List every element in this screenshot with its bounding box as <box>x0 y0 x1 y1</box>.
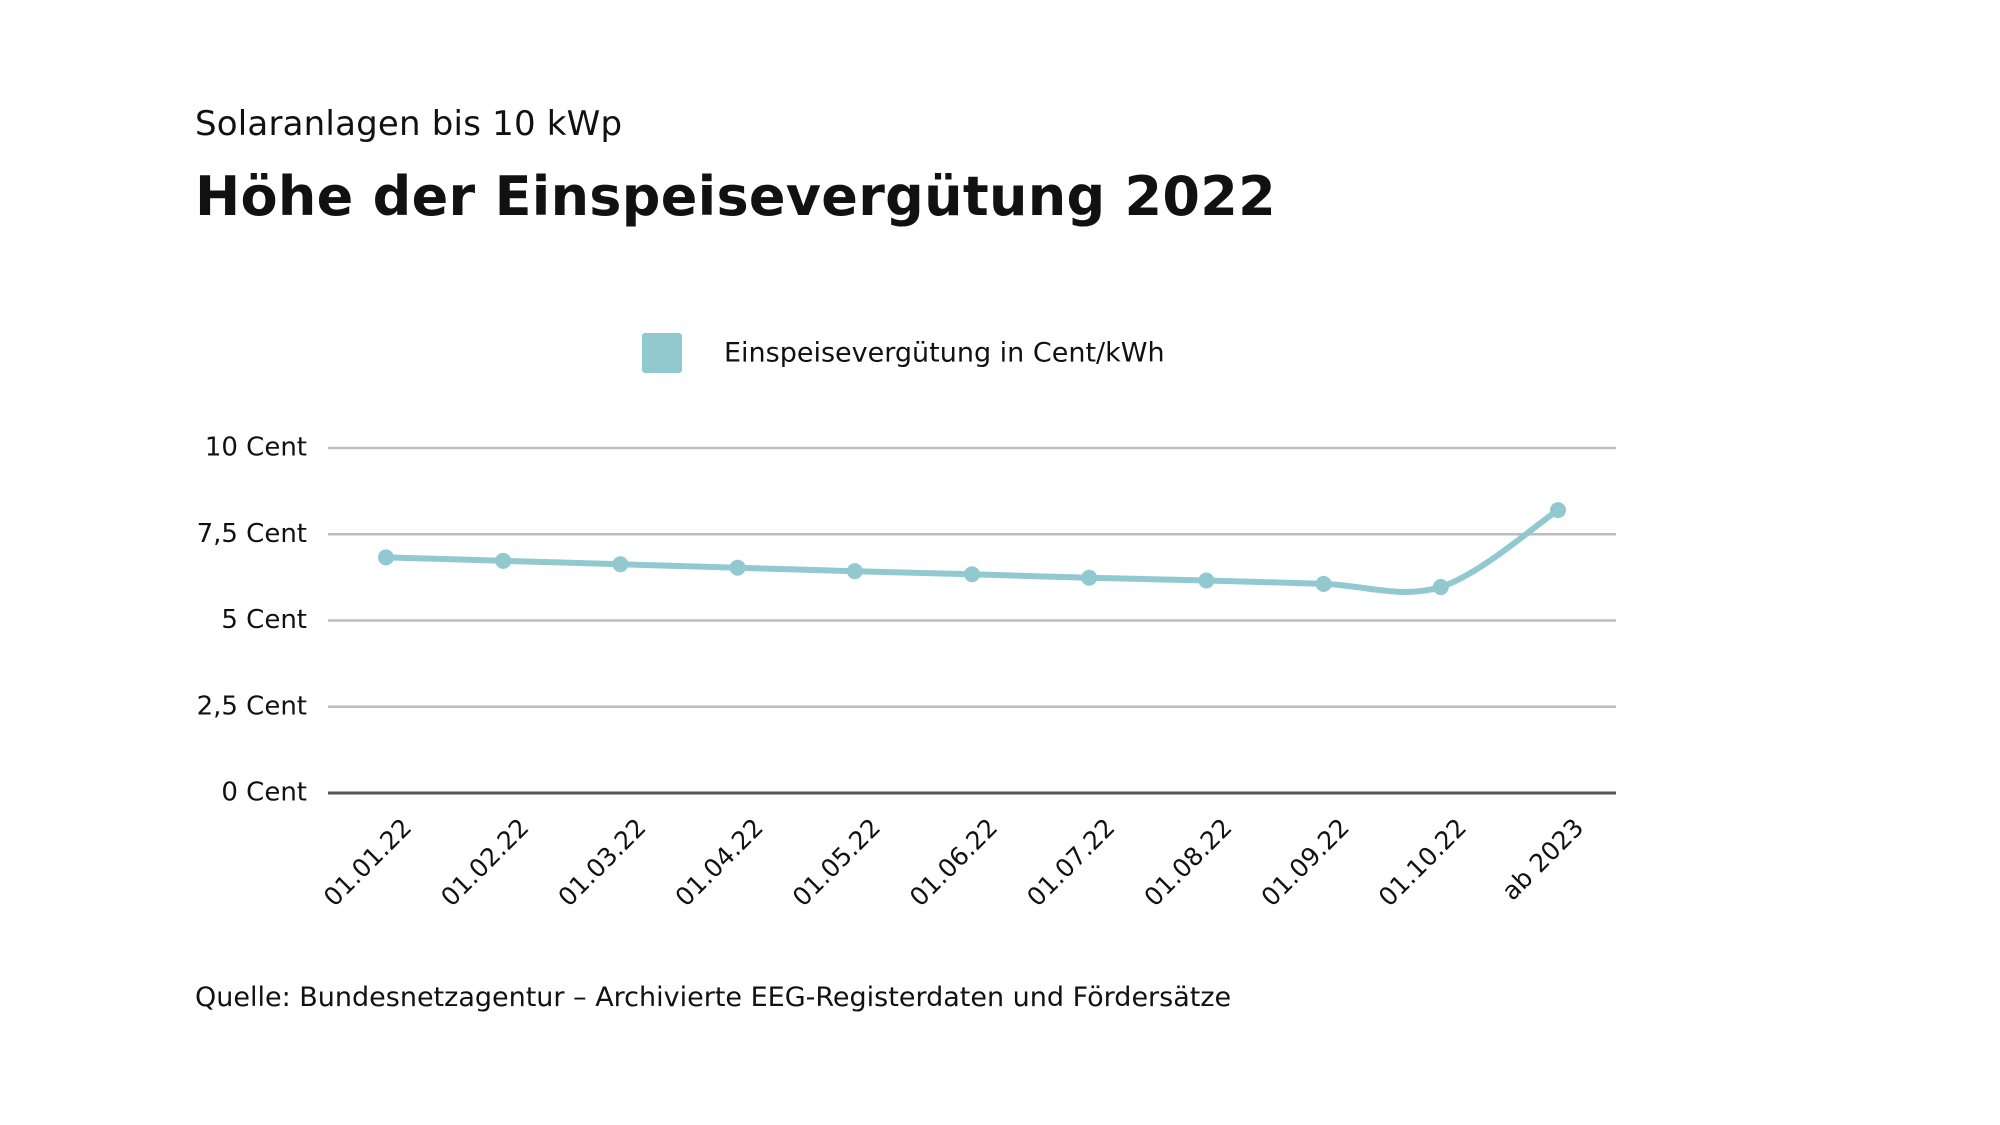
x-tick-label: 01.06.22 <box>904 813 1003 912</box>
x-tick-label: 01.10.22 <box>1373 813 1472 912</box>
legend-swatch <box>642 333 682 373</box>
y-tick-label: 7,5 Cent <box>197 519 307 549</box>
legend: Einspeisevergütung in Cent/kWh <box>642 333 1165 373</box>
y-tick-label: 5 Cent <box>221 605 307 635</box>
data-point <box>495 552 512 569</box>
grid <box>328 446 1616 795</box>
x-tick-label: 01.03.22 <box>552 813 651 912</box>
x-tick-label: 01.01.22 <box>318 813 417 912</box>
data-point <box>1081 569 1098 586</box>
chart-subtitle: Solaranlagen bis 10 kWp <box>195 104 623 144</box>
x-tick-label: 01.08.22 <box>1138 813 1237 912</box>
x-tick-label: ab 2023 <box>1496 813 1589 906</box>
data-points <box>378 502 1566 596</box>
x-tick-label: 01.04.22 <box>670 813 769 912</box>
legend-label: Einspeisevergütung in Cent/kWh <box>724 338 1165 369</box>
data-point <box>846 563 863 580</box>
data-point <box>612 556 629 573</box>
source-note: Quelle: Bundesnetzagentur – Archivierte … <box>195 982 1232 1013</box>
data-point <box>964 566 980 583</box>
data-point <box>378 549 394 566</box>
x-axis-ticks: 01.01.22 01.02.22 01.03.22 01.04.22 01.05.22… <box>318 813 1589 912</box>
x-tick-label: 01.05.22 <box>787 813 886 912</box>
data-point <box>729 559 746 576</box>
y-tick-label: 2,5 Cent <box>197 691 307 721</box>
x-tick-label: 01.09.22 <box>1256 813 1355 912</box>
x-tick-label: 01.07.22 <box>1021 813 1120 912</box>
x-tick-label: 01.02.22 <box>435 813 534 912</box>
y-tick-label: 0 Cent <box>221 778 307 808</box>
data-point <box>1432 579 1449 596</box>
chart-title: Höhe der Einspeisevergütung 2022 <box>195 165 1277 228</box>
y-axis-ticks: 0 Cent 2,5 Cent 5 Cent 7,5 Cent 10 Cent <box>197 433 307 808</box>
data-point <box>1315 575 1332 592</box>
data-point <box>1550 502 1566 519</box>
data-point <box>1198 572 1215 589</box>
y-tick-label: 10 Cent <box>205 433 307 463</box>
